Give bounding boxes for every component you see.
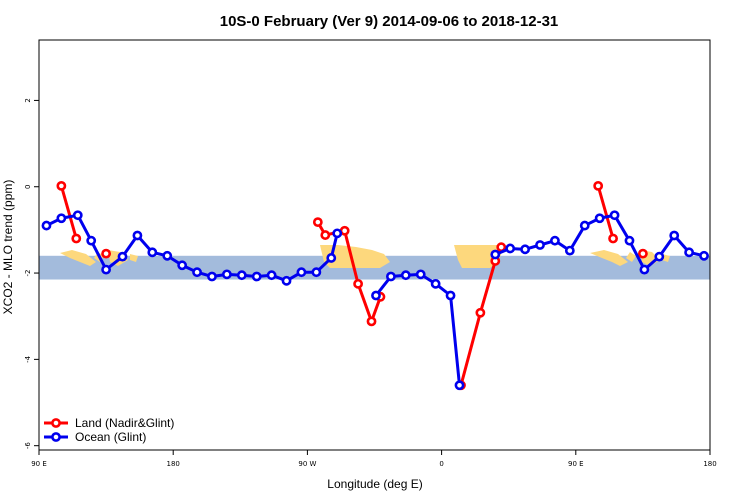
data-point — [669, 230, 680, 241]
data-point — [594, 213, 605, 224]
data-point — [266, 270, 277, 281]
data-point — [281, 275, 292, 286]
data-point — [638, 248, 648, 259]
data-point — [312, 217, 323, 228]
data-point — [684, 247, 695, 258]
data-point — [147, 247, 158, 258]
series-line — [374, 272, 461, 387]
data-point — [430, 278, 441, 289]
data-point — [400, 270, 411, 281]
data-point — [332, 228, 343, 239]
data-point — [326, 253, 337, 263]
map-land — [454, 245, 502, 268]
data-point — [251, 271, 262, 282]
data-point — [162, 250, 173, 261]
data-point — [593, 180, 604, 191]
data-point — [72, 210, 83, 221]
data-point — [490, 249, 501, 260]
data-point — [579, 220, 590, 231]
data-point — [454, 380, 465, 391]
data-point — [639, 264, 650, 275]
data-point — [56, 180, 67, 191]
y-tick-label: 2 — [24, 98, 32, 102]
data-point — [86, 235, 97, 246]
legend-label: Land (Nadir&Glint) — [75, 416, 174, 430]
data-point — [101, 264, 111, 275]
series-line — [59, 184, 78, 241]
data-point — [608, 233, 618, 244]
y-tick-label: -2 — [24, 270, 32, 277]
data-point — [221, 269, 232, 280]
data-point — [71, 233, 82, 244]
x-tick-label: 0 — [439, 460, 443, 468]
y-axis: 2 0 -2 -4 -6 — [24, 98, 39, 449]
data-point — [564, 245, 575, 256]
data-point — [320, 230, 331, 240]
data-point — [353, 278, 363, 289]
data-point — [386, 271, 396, 282]
data-point — [654, 251, 665, 262]
legend-marker — [51, 432, 61, 442]
data-point — [192, 267, 202, 278]
map-land — [626, 252, 636, 262]
chart-title: 10S-0 February (Ver 9) 2014-09-06 to 201… — [220, 13, 559, 30]
data-point — [550, 235, 560, 246]
data-point — [207, 271, 217, 282]
map-band — [39, 245, 710, 280]
data-point — [415, 269, 426, 280]
y-tick-label: 0 — [24, 185, 32, 189]
x-axis-label: Longitude (deg E) — [327, 477, 422, 491]
data-point — [311, 267, 322, 278]
y-axis-label: XCO2 - MLO trend (ppm) — [1, 180, 15, 315]
series-line — [596, 184, 615, 241]
data-point — [505, 243, 516, 254]
x-tick-label: 180 — [167, 460, 180, 468]
legend: Land (Nadir&Glint)Ocean (Glint) — [44, 416, 174, 444]
data-point — [296, 267, 307, 278]
data-point — [41, 220, 52, 231]
series-land — [56, 180, 648, 391]
data-point — [101, 248, 111, 259]
plot-frame — [38, 39, 711, 451]
x-tick-label: 90 E — [568, 460, 584, 468]
x-tick-label: 180 — [703, 460, 716, 468]
series-ocean — [41, 210, 709, 391]
data-point — [56, 213, 67, 224]
x-axis: 90 E 180 90 W 0 90 E 180 — [31, 450, 717, 468]
data-point — [475, 307, 486, 318]
y-tick-label: -4 — [24, 355, 32, 363]
legend-marker — [51, 418, 61, 428]
data-point — [177, 260, 188, 271]
series-layer — [41, 180, 709, 391]
map-land — [320, 245, 390, 268]
map-land — [130, 254, 138, 262]
x-tick-label: 90 E — [31, 460, 47, 468]
data-point — [520, 244, 531, 255]
data-point — [609, 210, 620, 221]
data-point — [371, 290, 381, 301]
data-point — [624, 235, 635, 246]
data-point — [535, 240, 545, 250]
data-point — [699, 250, 709, 261]
data-point — [339, 225, 350, 236]
legend-label: Ocean (Glint) — [75, 430, 146, 444]
data-point — [445, 290, 456, 301]
data-point — [132, 230, 143, 241]
map-land — [590, 250, 628, 266]
data-point — [236, 270, 247, 281]
map-land — [60, 250, 96, 266]
data-point — [117, 251, 128, 262]
x-tick-label: 90 W — [298, 460, 316, 468]
y-tick-label: -6 — [24, 442, 32, 450]
data-point — [366, 316, 377, 327]
